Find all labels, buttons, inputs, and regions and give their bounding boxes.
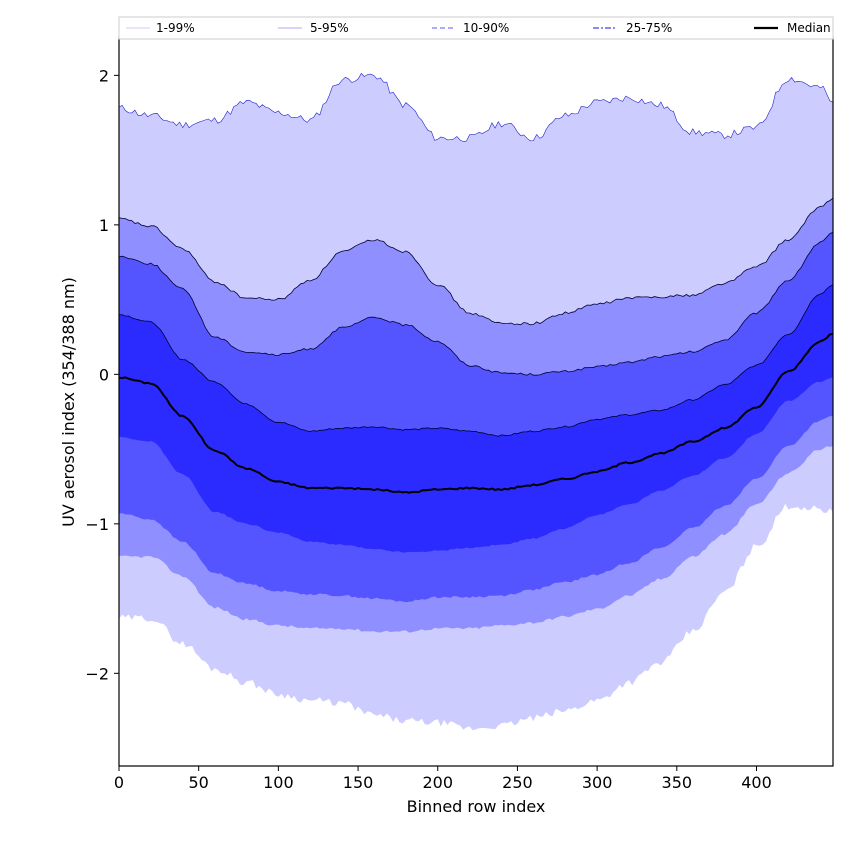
legend-label: 1-99% — [156, 21, 195, 35]
x-tick-label: 50 — [189, 773, 209, 792]
x-tick-label: 0 — [114, 773, 124, 792]
legend-label: Median — [787, 21, 831, 35]
y-tick-label: −1 — [85, 515, 109, 534]
x-tick-label: 350 — [662, 773, 693, 792]
x-tick-label: 100 — [263, 773, 294, 792]
band-edge-1-99pct — [118, 72, 834, 142]
x-tick-label: 300 — [582, 773, 613, 792]
median-line — [118, 333, 834, 494]
x-tick-label: 200 — [422, 773, 453, 792]
y-tick-label: 0 — [99, 365, 109, 384]
band-edge-25-75pct — [118, 284, 834, 437]
band-edge-5-95pct — [118, 197, 834, 326]
x-tick-label: 150 — [343, 773, 374, 792]
x-axis-label: Binned row index — [407, 797, 546, 816]
y-tick-label: 2 — [99, 66, 109, 85]
y-axis-label: UV aerosol index (354/388 nm) — [59, 277, 78, 527]
y-axis: −2 −1 0 1 2 — [85, 66, 119, 683]
y-tick-label: 1 — [99, 216, 109, 235]
x-tick-label: 250 — [502, 773, 533, 792]
bands-layer — [119, 73, 833, 731]
legend-label: 10-90% — [463, 21, 509, 35]
y-tick-label: −2 — [85, 664, 109, 683]
band-edge-10-90pct — [118, 231, 834, 376]
legend-label: 25-75% — [626, 21, 672, 35]
legend: 1-99% 5-95% 10-90% 25-75% Median — [118, 16, 834, 40]
x-tick-label: 400 — [741, 773, 772, 792]
legend-label: 5-95% — [310, 21, 349, 35]
legend-box — [118, 16, 834, 40]
x-axis: 0 50 100 150 200 250 300 350 400 — [114, 766, 772, 792]
lines-layer — [118, 72, 834, 494]
